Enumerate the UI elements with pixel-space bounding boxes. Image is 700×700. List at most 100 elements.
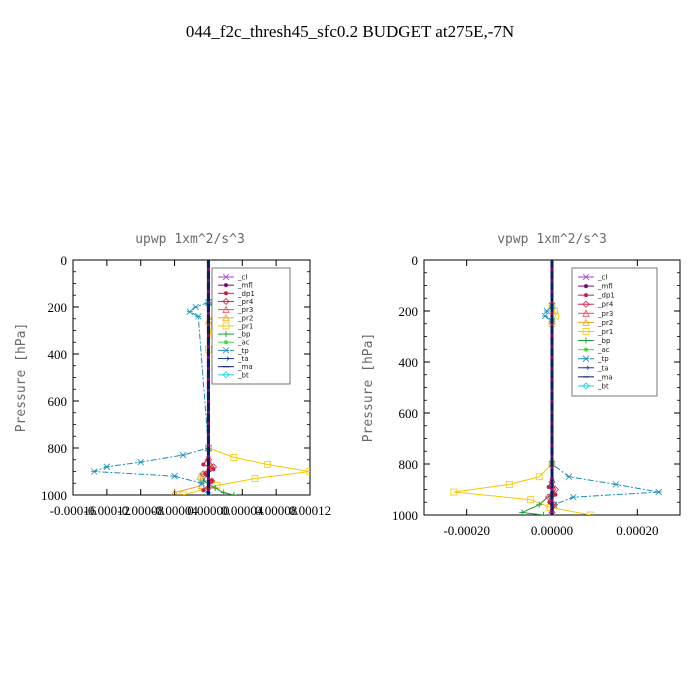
- series-point-tp: [179, 451, 187, 459]
- legend-label: _ac: [597, 346, 610, 354]
- series-point-bp: [220, 489, 227, 495]
- legend-marker: [224, 291, 228, 296]
- legend-label: _ac: [237, 339, 250, 347]
- legend-marker: [583, 337, 589, 344]
- legend-label: _tp: [597, 355, 609, 363]
- legend-marker: [582, 328, 590, 335]
- legend-marker: [582, 382, 590, 390]
- series-point-pr1: [230, 453, 238, 461]
- x-tick-label: 0.00020: [616, 523, 658, 538]
- series-point-pr1: [450, 488, 458, 496]
- legend-marker: [584, 293, 588, 298]
- x-tick-label: 0.00004: [221, 503, 264, 518]
- series-point-tp: [186, 308, 194, 315]
- series-point-tp: [205, 491, 212, 495]
- x-tick-label: 0.00000: [187, 503, 229, 518]
- series-point-pr1: [306, 468, 310, 475]
- legend-marker: [582, 355, 590, 362]
- legend-marker: [222, 347, 230, 354]
- y-tick-label: 800: [399, 457, 419, 472]
- x-tick-label: 0.00008: [255, 503, 297, 518]
- x-tick-label: -0.00004: [151, 503, 198, 518]
- series-point-dp1: [201, 462, 206, 467]
- figure-title: 044_f2c_thresh45_sfc0.2 BUDGET at275E,-7…: [185, 22, 515, 41]
- x-tick-label: -0.00012: [84, 503, 131, 518]
- series-point-dp1: [211, 467, 216, 472]
- legend-marker: [584, 284, 588, 289]
- legend-label: _tp: [237, 347, 249, 355]
- legend-label: _pr4: [237, 298, 254, 306]
- series-point-tp: [171, 472, 178, 480]
- series-point-pr1: [251, 475, 259, 482]
- x-tick-label: -0.00016: [50, 503, 97, 518]
- series-point-pr1: [264, 461, 272, 468]
- series-line-tp: [93, 301, 209, 495]
- legend-label: _pr2: [237, 314, 253, 322]
- series-point-pr1: [535, 473, 543, 481]
- legend-label: _ma: [597, 373, 613, 381]
- y-tick-label: 400: [48, 347, 68, 362]
- legend-marker: [222, 273, 230, 281]
- series-point-bp: [212, 484, 219, 491]
- series-point-pr1: [527, 496, 535, 504]
- legend-label: _pr4: [597, 301, 614, 309]
- legend-label: _pr3: [237, 306, 253, 314]
- legend-box: [571, 267, 658, 397]
- legend-marker: [222, 297, 230, 306]
- legend-marker: [224, 340, 228, 345]
- y-tick-label: 200: [48, 300, 68, 315]
- legend-marker: [224, 283, 228, 288]
- series-point-pr2: [196, 472, 204, 480]
- legend-label: _ma: [237, 363, 253, 371]
- series-point-tp: [565, 473, 573, 481]
- legend-marker: [223, 331, 229, 338]
- legend-label: _ta: [597, 364, 609, 372]
- y-tick-label: 0: [61, 253, 68, 268]
- series-point-pr2: [198, 481, 206, 489]
- series-point-tp: [543, 307, 551, 315]
- legend-label: _cl: [237, 274, 247, 282]
- y-tick-label: 600: [399, 406, 419, 421]
- y-tick-label: 800: [48, 441, 68, 456]
- series-point-bp: [230, 492, 237, 495]
- x-tick-label: 0.00000: [531, 523, 573, 538]
- legend-marker: [583, 365, 590, 371]
- series-point-pr4: [548, 508, 556, 515]
- legend-marker: [222, 371, 230, 379]
- legend-label: _bp: [237, 331, 251, 339]
- legend-marker: [222, 313, 230, 322]
- series-point-pr1: [505, 480, 513, 488]
- legend-label: _bt: [597, 382, 609, 390]
- legend-marker: [582, 300, 590, 308]
- series-point-bp: [200, 477, 207, 484]
- series-point-tp: [103, 463, 111, 471]
- series-point-pr4: [209, 463, 218, 471]
- series-point-bp: [519, 509, 526, 515]
- series-line-bp: [520, 494, 551, 515]
- legend-label: _bt: [237, 371, 249, 379]
- panel-1-series: [90, 260, 310, 495]
- panel-2-series: [450, 260, 662, 515]
- series-point-tp: [655, 488, 662, 496]
- series-point-tp: [90, 468, 98, 475]
- panel-1-title: upwp 1xm^2/s^3: [135, 232, 245, 247]
- series-point-tp: [137, 458, 144, 466]
- series-point-tp: [194, 313, 202, 320]
- legend-marker: [223, 356, 230, 361]
- panel-1-ylabel: Pressure [hPa]: [14, 323, 29, 433]
- panel-2-ylabel: Pressure [hPa]: [361, 333, 376, 443]
- panel-2-title: vpwp 1xm^2/s^3: [497, 232, 607, 247]
- series-point-dp1: [546, 484, 551, 489]
- series-point-pr1: [587, 511, 594, 515]
- legend-label: _mfl: [597, 283, 613, 291]
- legend-label: _cl: [597, 274, 607, 282]
- legend-marker: [222, 305, 230, 314]
- panel-1: upwp 1xm^2/s^3 Pressure [hPa] 0 200 400 600 80…: [14, 232, 331, 518]
- legend-label: _pr2: [597, 319, 613, 327]
- series-point-bp: [540, 512, 547, 515]
- series-point-pr4: [199, 470, 207, 478]
- legend-marker: [222, 322, 230, 330]
- x-tick-label: -0.00008: [117, 503, 164, 518]
- legend-label: _mfl: [237, 282, 253, 290]
